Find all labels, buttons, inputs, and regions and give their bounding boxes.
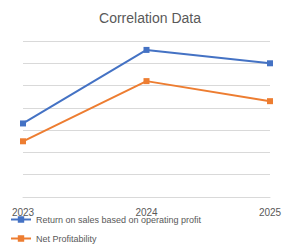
svg-text:Return on sales based on opera: Return on sales based on operating profi… — [36, 215, 202, 225]
svg-text:Net Profitability: Net Profitability — [36, 234, 97, 244]
svg-text:2025: 2025 — [259, 207, 282, 218]
svg-text:Correlation Data: Correlation Data — [99, 10, 201, 26]
svg-text:2023: 2023 — [12, 207, 35, 218]
svg-text:2024: 2024 — [135, 206, 158, 218]
